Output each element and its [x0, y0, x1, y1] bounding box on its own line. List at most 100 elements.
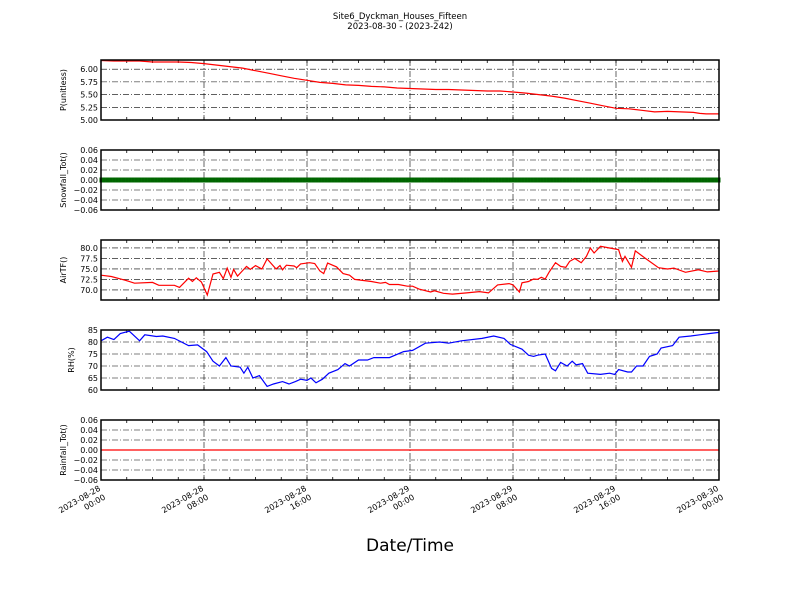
- y-tick-label: 70: [88, 362, 98, 371]
- data-point: [363, 177, 367, 183]
- y-tick-label: −0.04: [73, 466, 98, 475]
- data-point: [109, 177, 113, 183]
- data-point: [241, 177, 245, 183]
- data-point: [151, 177, 154, 183]
- data-point: [299, 177, 303, 183]
- data-point: [331, 177, 335, 183]
- data-point: [102, 177, 106, 183]
- data-point: [373, 177, 377, 183]
- data-point: [196, 177, 200, 183]
- data-point: [154, 177, 158, 183]
- y-tick-label: 65: [88, 374, 98, 383]
- panel-3: 60 65 70 75 80 85 RH(%): [67, 326, 720, 395]
- data-point: [659, 177, 663, 183]
- data-point: [273, 177, 277, 183]
- data-point: [344, 177, 348, 183]
- data-point: [649, 177, 653, 183]
- data-point: [202, 177, 206, 183]
- data-point: [308, 177, 312, 183]
- data-point: [315, 177, 319, 183]
- y-tick-label: 0.00: [80, 176, 98, 185]
- data-point: [620, 177, 624, 183]
- data-point: [688, 177, 692, 183]
- data-point: [488, 177, 492, 183]
- data-point: [540, 177, 544, 183]
- data-point: [640, 177, 644, 183]
- data-point: [627, 177, 631, 183]
- data-point: [234, 177, 238, 183]
- data-point: [266, 177, 270, 183]
- data-point: [350, 177, 354, 183]
- data-point: [385, 177, 389, 183]
- y-tick-label: 72.5: [80, 275, 98, 284]
- y-tick-label: 75.0: [80, 265, 98, 274]
- y-tick-label: 85: [88, 326, 98, 335]
- data-point: [569, 177, 573, 183]
- data-point: [134, 177, 138, 183]
- y-tick-label: −0.02: [73, 186, 98, 195]
- data-point: [398, 177, 402, 183]
- data-point: [527, 177, 531, 183]
- y-tick-label: −0.04: [73, 196, 98, 205]
- data-point: [212, 177, 216, 183]
- data-point: [630, 177, 634, 183]
- data-point: [305, 177, 309, 183]
- data-point: [466, 177, 470, 183]
- y-axis-label: Rainfall_Tot(): [59, 424, 68, 476]
- data-point: [418, 177, 422, 183]
- data-point: [321, 177, 325, 183]
- data-point: [456, 177, 460, 183]
- data-point: [225, 177, 229, 183]
- data-point: [582, 177, 586, 183]
- y-tick-label: 5.25: [80, 103, 98, 112]
- y-tick-label: 0.04: [80, 156, 98, 165]
- data-point: [495, 177, 499, 183]
- data-point: [199, 177, 203, 183]
- axes-frame: [100, 59, 720, 121]
- data-point: [186, 177, 190, 183]
- axes-frame: [100, 329, 720, 391]
- data-point: [694, 177, 698, 183]
- data-point: [260, 177, 264, 183]
- data-point: [604, 177, 608, 183]
- data-point: [366, 177, 370, 183]
- data-point: [559, 177, 563, 183]
- data-point: [405, 177, 409, 183]
- data-point: [237, 177, 241, 183]
- data-point: [585, 177, 589, 183]
- y-tick-label: 80.0: [80, 244, 98, 253]
- data-point: [144, 177, 148, 183]
- data-point: [179, 177, 183, 183]
- data-point: [302, 177, 306, 183]
- data-point: [337, 177, 341, 183]
- data-point: [711, 177, 715, 183]
- data-point: [125, 177, 129, 183]
- data-point: [460, 177, 463, 183]
- data-point: [244, 177, 248, 183]
- y-tick-label: 75: [88, 350, 98, 359]
- data-point: [173, 177, 177, 183]
- data-point: [215, 177, 219, 183]
- series-line: [100, 330, 720, 388]
- x-axis-label: Date/Time: [366, 536, 454, 556]
- data-point: [485, 177, 489, 183]
- y-tick-label: −0.02: [73, 456, 98, 465]
- data-point: [656, 177, 660, 183]
- y-tick-label: 0.06: [80, 416, 98, 425]
- data-point: [614, 177, 618, 183]
- data-point: [443, 177, 447, 183]
- data-point: [141, 177, 145, 183]
- data-point: [521, 177, 525, 183]
- data-point: [112, 177, 116, 183]
- data-point: [453, 177, 457, 183]
- y-tick-label: 80: [88, 338, 98, 347]
- data-point: [286, 177, 290, 183]
- data-point: [537, 177, 541, 183]
- y-axis-label: P(unitless): [59, 69, 68, 111]
- data-point: [492, 177, 496, 183]
- data-point: [508, 177, 512, 183]
- panel-4: −0.06−0.04−0.020.000.020.040.06 Rainfall_…: [59, 416, 720, 485]
- data-point: [160, 177, 164, 183]
